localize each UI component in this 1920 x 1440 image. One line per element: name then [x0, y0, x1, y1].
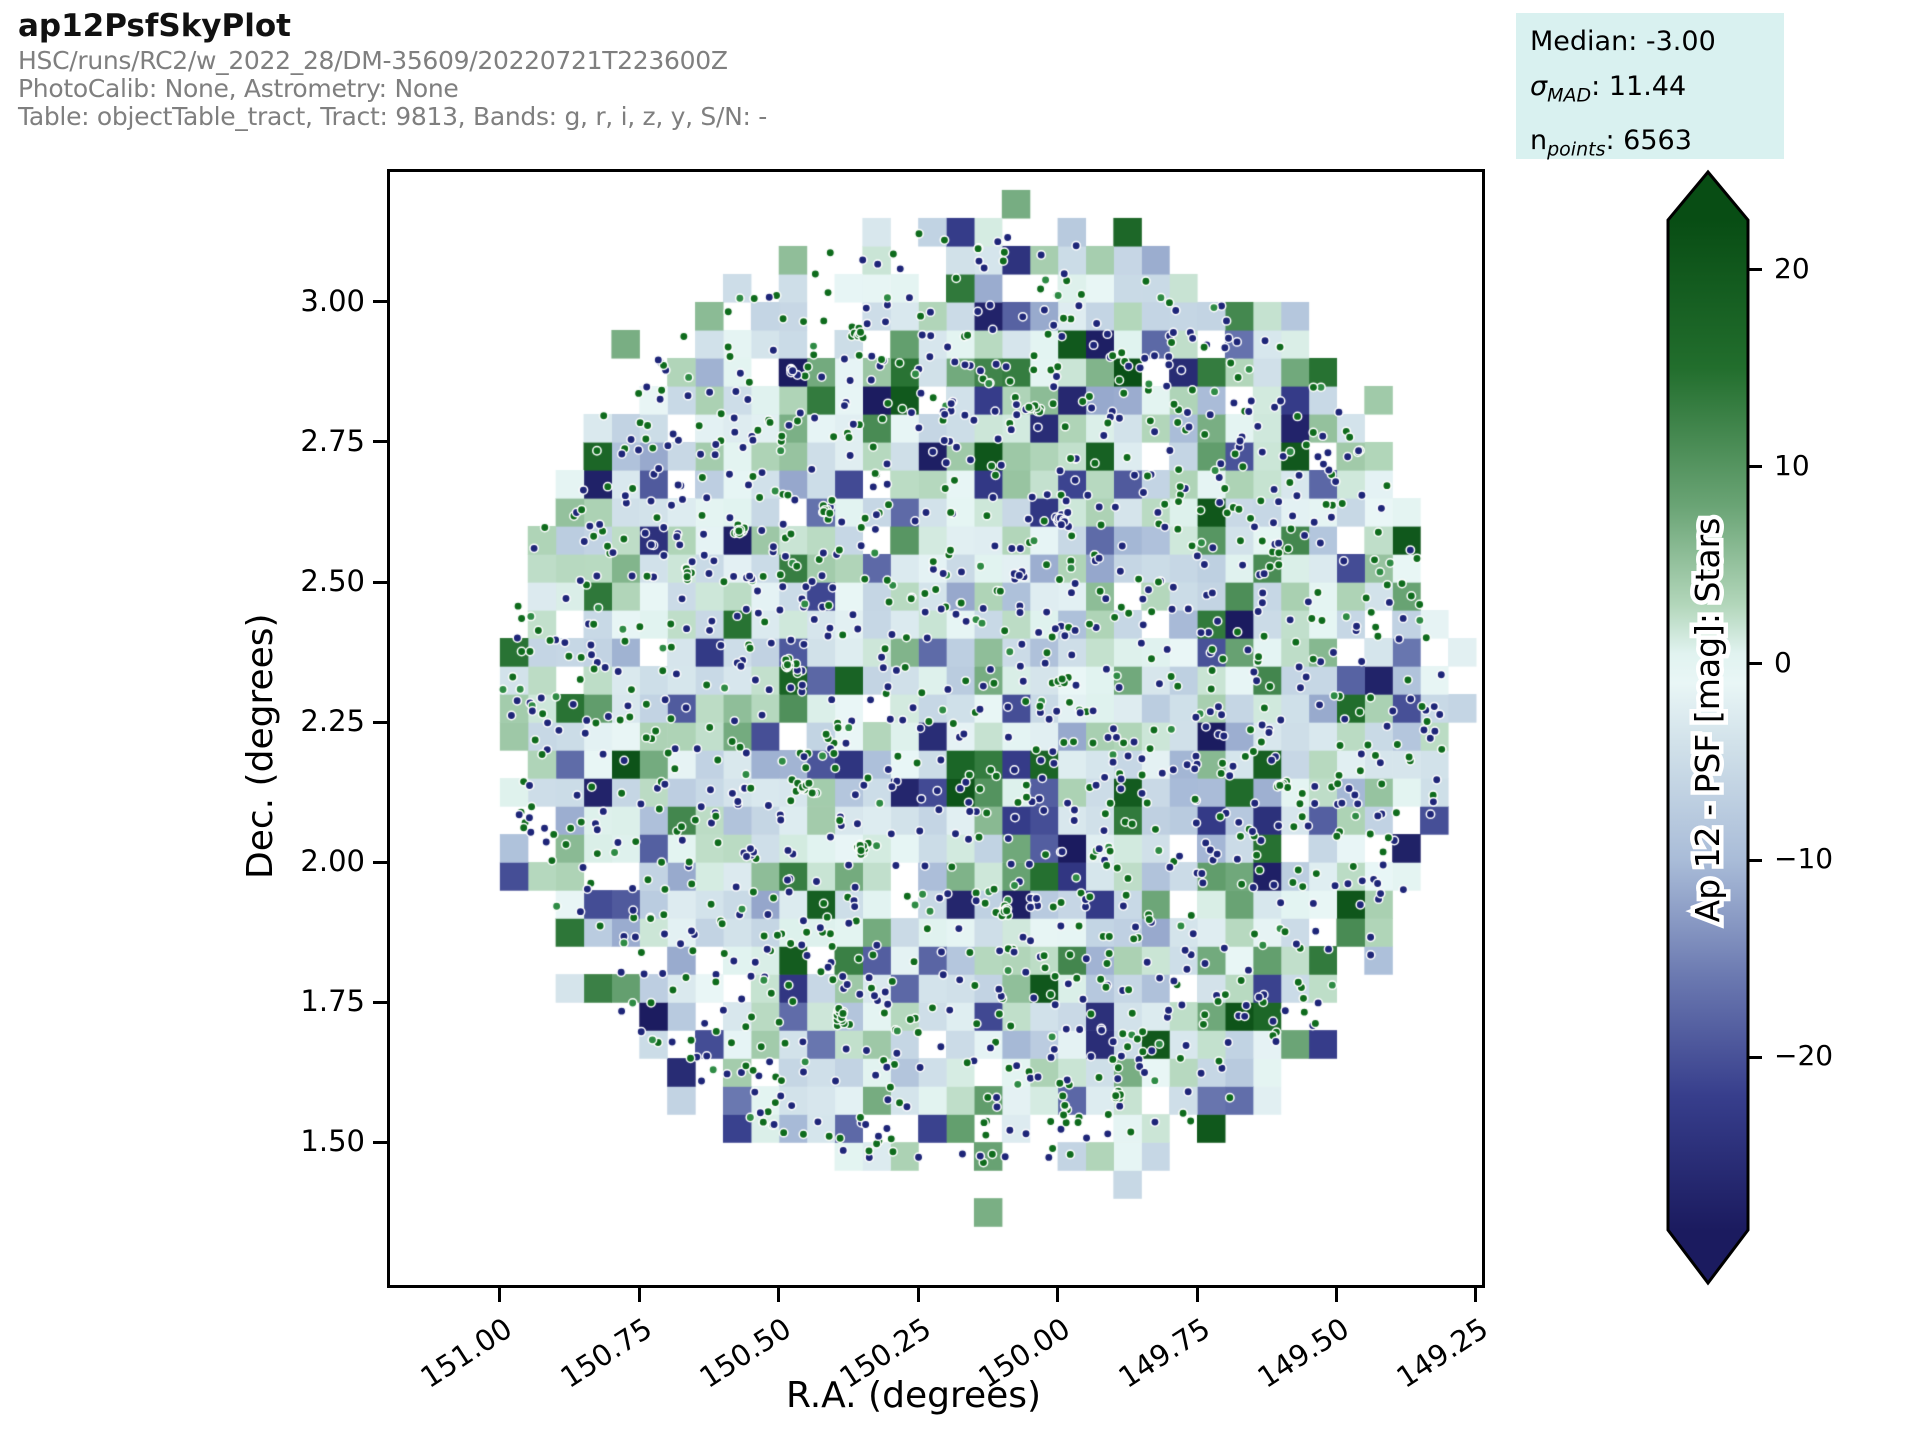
colorbar-tick	[1748, 858, 1762, 862]
x-axis-tick	[1195, 1288, 1199, 1302]
colorbar-tick	[1748, 268, 1762, 272]
x-axis-tick-label: 149.50	[1251, 1311, 1355, 1395]
y-axis-tick-label: 2.50	[300, 564, 365, 599]
colorbar-tick	[1748, 662, 1762, 665]
y-axis-tick-label: 1.75	[300, 984, 365, 1019]
y-axis-tick	[373, 440, 387, 444]
colorbar-tick	[1748, 465, 1762, 469]
y-axis-tick	[373, 1000, 387, 1004]
colorbar-tick	[1748, 1055, 1762, 1059]
stat-median-value: -3.00	[1645, 26, 1716, 57]
y-axis-tick-label: 2.00	[300, 844, 365, 879]
page-title: ap12PsfSkyPlot	[18, 8, 291, 44]
x-axis-tick	[637, 1288, 641, 1302]
subtitle-run: HSC/runs/RC2/w_2022_28/DM-35609/20220721…	[18, 46, 728, 75]
y-axis-tick-label: 1.50	[300, 1124, 365, 1159]
colorbar-tick-label: 20	[1774, 251, 1810, 285]
colorbar: Ap 12 - PSF [mag]: Stars	[1666, 169, 1750, 1286]
stat-sigma-mad: σMAD: 11.44	[1530, 71, 1687, 107]
colorbar-gradient-bar	[1666, 169, 1750, 1286]
stat-median: Median: -3.00	[1530, 26, 1716, 57]
y-axis-tick-label: 2.25	[300, 704, 365, 739]
y-axis-tick	[373, 1140, 387, 1144]
colorbar-label: Ap 12 - PSF [mag]: Stars	[1688, 518, 1727, 923]
y-axis-tick	[373, 860, 387, 864]
y-axis-tick	[373, 720, 387, 724]
x-axis-label: R.A. (degrees)	[786, 1375, 1042, 1416]
y-axis-tick-label: 2.75	[300, 423, 365, 458]
x-axis-tick-label: 150.75	[554, 1311, 658, 1395]
subtitle-table: Table: objectTable_tract, Tract: 9813, B…	[18, 102, 768, 131]
x-axis-tick	[1474, 1288, 1478, 1302]
x-axis-tick	[1334, 1288, 1338, 1302]
colorbar-tick-label: 0	[1774, 645, 1792, 679]
colorbar-tick-label: −10	[1774, 842, 1834, 876]
stat-npoints: npoints: 6563	[1530, 125, 1692, 161]
x-axis-tick-label: 149.75	[1111, 1311, 1216, 1395]
subtitle-calib: PhotoCalib: None, Astrometry: None	[18, 74, 459, 103]
x-axis-tick	[777, 1288, 781, 1302]
colorbar-tick-label: −20	[1774, 1039, 1834, 1073]
x-axis-tick-label: 150.50	[693, 1311, 798, 1395]
y-axis-tick-label: 3.00	[300, 283, 365, 318]
x-axis-tick-label: 149.25	[1390, 1311, 1495, 1395]
stats-box: Median: -3.00 σMAD: 11.44 npoints: 6563	[1516, 13, 1784, 161]
stat-npoints-value: 6563	[1623, 125, 1692, 157]
x-axis-tick	[498, 1288, 502, 1302]
x-axis-tick	[916, 1288, 920, 1302]
y-axis-label: Dec. (degrees)	[240, 612, 281, 879]
x-axis-tick	[1056, 1288, 1060, 1302]
x-axis-tick-label: 151.00	[414, 1311, 519, 1395]
sky-plot-canvas	[390, 172, 1482, 1285]
stat-sigma-value: 11.44	[1608, 71, 1687, 102]
y-axis-tick	[373, 300, 387, 304]
colorbar-tick-label: 10	[1774, 448, 1810, 482]
y-axis-tick	[373, 580, 387, 584]
